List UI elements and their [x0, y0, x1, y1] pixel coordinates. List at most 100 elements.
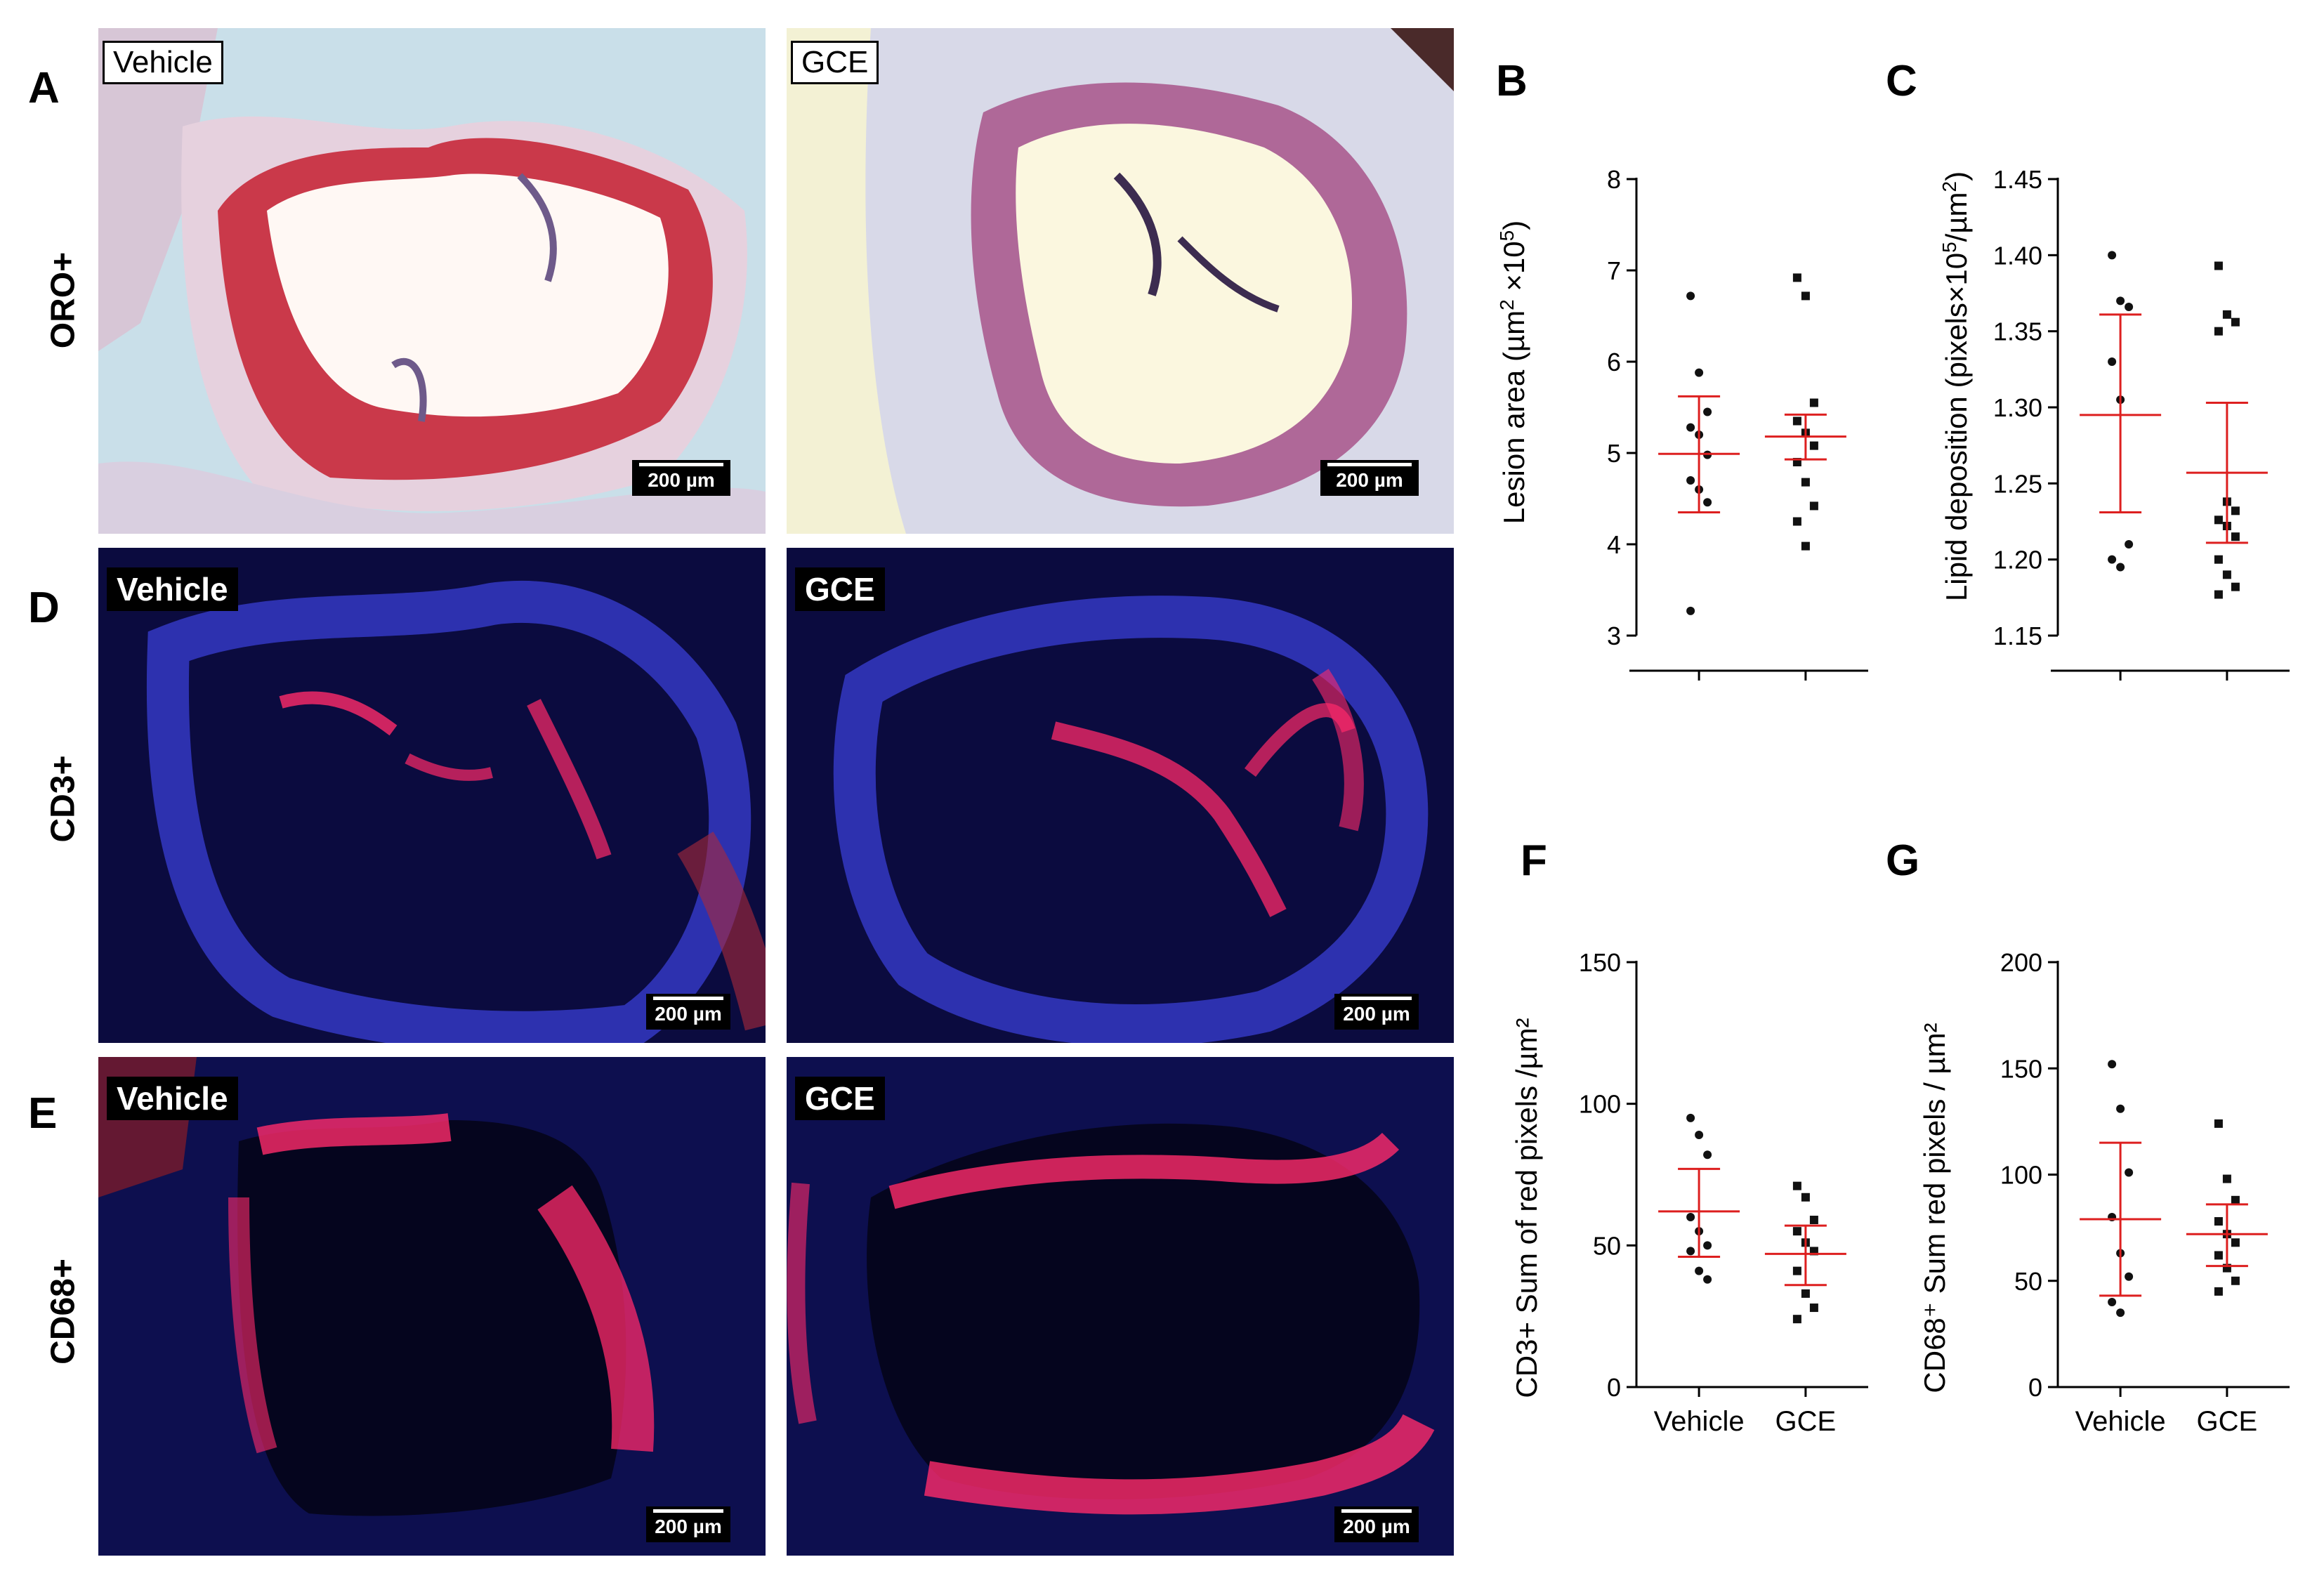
- y-tick-label: 1.15: [1993, 622, 2042, 650]
- data-point: [2231, 582, 2240, 591]
- cd3-vehicle-image: Vehicle 200 µm: [98, 548, 766, 1043]
- data-point: [2214, 1119, 2223, 1128]
- tag-vehicle-oro: Vehicle: [103, 41, 223, 85]
- data-point: [2125, 1168, 2134, 1177]
- data-point: [1792, 1315, 1801, 1324]
- data-point: [2125, 303, 2134, 311]
- data-point: [1809, 398, 1818, 407]
- y-tick-label: 6: [1607, 348, 1621, 376]
- y-tick-label: 7: [1607, 256, 1621, 285]
- panel-letter-f: F: [1521, 836, 1547, 885]
- data-point: [1686, 476, 1695, 485]
- tag-gce-cd68: GCE: [795, 1077, 885, 1120]
- y-tick-label: 200: [2000, 948, 2042, 977]
- data-point: [1686, 606, 1695, 615]
- data-point: [2214, 261, 2223, 270]
- y-tick-label: 50: [2014, 1267, 2042, 1296]
- x-tick-label: Vehicle: [1654, 1406, 1745, 1437]
- data-point: [1801, 541, 1810, 551]
- scale-bar-cd68-gce: 200 µm: [1334, 1506, 1419, 1542]
- scale-bar-label: 200 µm: [1336, 469, 1403, 491]
- data-point: [1703, 1241, 1712, 1250]
- data-point: [2108, 357, 2117, 366]
- data-point: [2108, 555, 2117, 564]
- data-point: [2214, 1251, 2223, 1260]
- data-point: [1686, 1213, 1695, 1221]
- scale-bar-line: [653, 1509, 723, 1513]
- data-point: [2222, 570, 2231, 579]
- scale-bar-line: [653, 997, 723, 1000]
- tag-vehicle-cd3: Vehicle: [107, 567, 238, 611]
- data-point: [1695, 1266, 1704, 1275]
- data-point: [1792, 1181, 1801, 1190]
- data-point: [1686, 1247, 1695, 1256]
- panel-letter-e: E: [28, 1089, 58, 1138]
- data-point: [2108, 251, 2117, 260]
- y-tick-label: 0: [2028, 1373, 2042, 1402]
- tag-gce-cd3: GCE: [795, 567, 885, 611]
- data-point: [1792, 1227, 1801, 1236]
- y-tick-label: 100: [1579, 1090, 1621, 1119]
- scale-bar-cd68-vehicle: 200 µm: [646, 1506, 730, 1542]
- data-point: [2214, 1217, 2223, 1226]
- data-point: [2231, 1276, 2240, 1285]
- data-point: [1792, 517, 1801, 526]
- data-point: [1801, 1289, 1810, 1298]
- scale-bar-label: 200 µm: [655, 1516, 722, 1537]
- data-point: [2231, 532, 2240, 541]
- data-point: [1809, 501, 1818, 511]
- data-point: [1695, 368, 1704, 377]
- panel-letter-g: G: [1886, 836, 1920, 885]
- data-point: [2231, 317, 2240, 327]
- data-point: [2214, 327, 2223, 336]
- data-point: [2125, 1272, 2134, 1281]
- data-point: [2116, 296, 2125, 306]
- data-point: [1686, 291, 1695, 301]
- data-point: [2116, 1308, 2125, 1318]
- cd68-vehicle-image: Vehicle 200 µm: [98, 1057, 766, 1556]
- x-tick-label: Vehicle: [2075, 1406, 2166, 1437]
- oro-gce-image: GCE 200 µm: [787, 28, 1454, 534]
- scale-bar-oro-gce: 200 µm: [1320, 460, 1419, 496]
- panel-letter-c: C: [1886, 57, 1917, 105]
- panel-letter-a: A: [28, 64, 60, 112]
- data-point: [1686, 1113, 1695, 1122]
- data-point: [1809, 1216, 1818, 1225]
- data-point: [1801, 291, 1810, 301]
- data-point: [2116, 563, 2125, 572]
- data-point: [1792, 273, 1801, 282]
- data-point: [1792, 416, 1801, 426]
- y-tick-label: 4: [1607, 530, 1621, 559]
- data-point: [2108, 1060, 2117, 1069]
- data-point: [1809, 441, 1818, 450]
- data-point: [1695, 1131, 1704, 1140]
- y-tick-label: 1.45: [1993, 165, 2042, 194]
- scale-bar-label: 200 µm: [1343, 1003, 1410, 1025]
- data-point: [2108, 1298, 2117, 1306]
- panel-letter-b: B: [1496, 57, 1528, 105]
- x-tick-label: GCE: [2197, 1406, 2258, 1437]
- y-tick-label: 1.20: [1993, 546, 2042, 574]
- y-tick-label: 150: [1579, 948, 1621, 977]
- data-point: [2231, 506, 2240, 515]
- scale-bar-oro-vehicle: 200 µm: [632, 460, 730, 496]
- y-tick-label: 50: [1593, 1231, 1621, 1260]
- data-point: [1703, 498, 1712, 507]
- y-tick-label: 8: [1607, 165, 1621, 194]
- data-point: [1809, 1303, 1818, 1313]
- scale-bar-cd3-gce: 200 µm: [1334, 994, 1419, 1030]
- y-tick-label: 1.40: [1993, 241, 2042, 270]
- data-point: [1801, 1193, 1810, 1202]
- cd68-gce-image: GCE 200 µm: [787, 1057, 1454, 1556]
- data-point: [1792, 1266, 1801, 1275]
- y-tick-label: 150: [2000, 1054, 2042, 1083]
- y-tick-label: 0: [1607, 1373, 1621, 1402]
- data-point: [2231, 1195, 2240, 1204]
- data-point: [1801, 478, 1810, 487]
- y-tick-label: 1.30: [1993, 393, 2042, 422]
- data-point: [1686, 423, 1695, 432]
- data-point: [2222, 310, 2231, 319]
- data-point: [2116, 1104, 2125, 1113]
